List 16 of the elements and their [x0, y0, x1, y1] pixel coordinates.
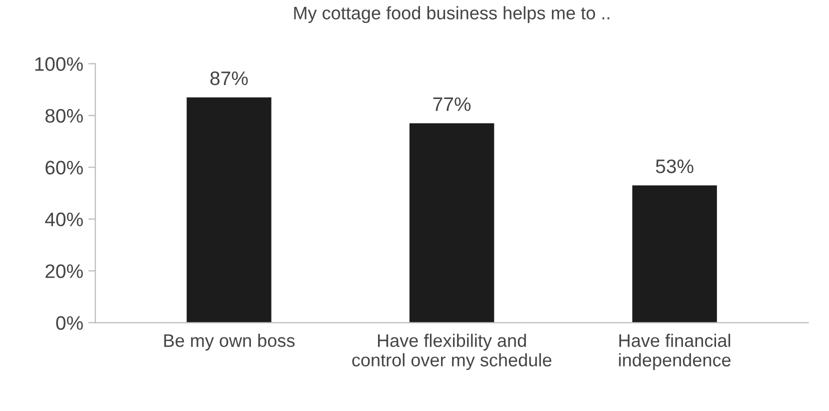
y-tick-label: 60%: [46, 160, 83, 175]
y-tick-label: 20%: [46, 264, 83, 278]
data-label: 53%: [656, 159, 694, 174]
x-tick-label: Be my own boss: [164, 334, 295, 351]
data-label: 77%: [433, 97, 471, 112]
data-label: 87%: [210, 71, 248, 86]
x-tick-label: Have flexibility and control over my schedule: [352, 334, 552, 370]
x-tick-label: Have financial independence: [619, 334, 731, 370]
chart-title: My cottage food business helps me to ..: [294, 6, 610, 24]
bar: [186, 97, 272, 323]
bar: [409, 123, 494, 323]
bar: [632, 185, 717, 323]
y-tick-label: 40%: [45, 212, 83, 226]
y-tick-label: 80%: [45, 108, 83, 123]
y-tick-label: 0%: [56, 316, 83, 330]
y-tick-label: 100%: [35, 57, 83, 71]
